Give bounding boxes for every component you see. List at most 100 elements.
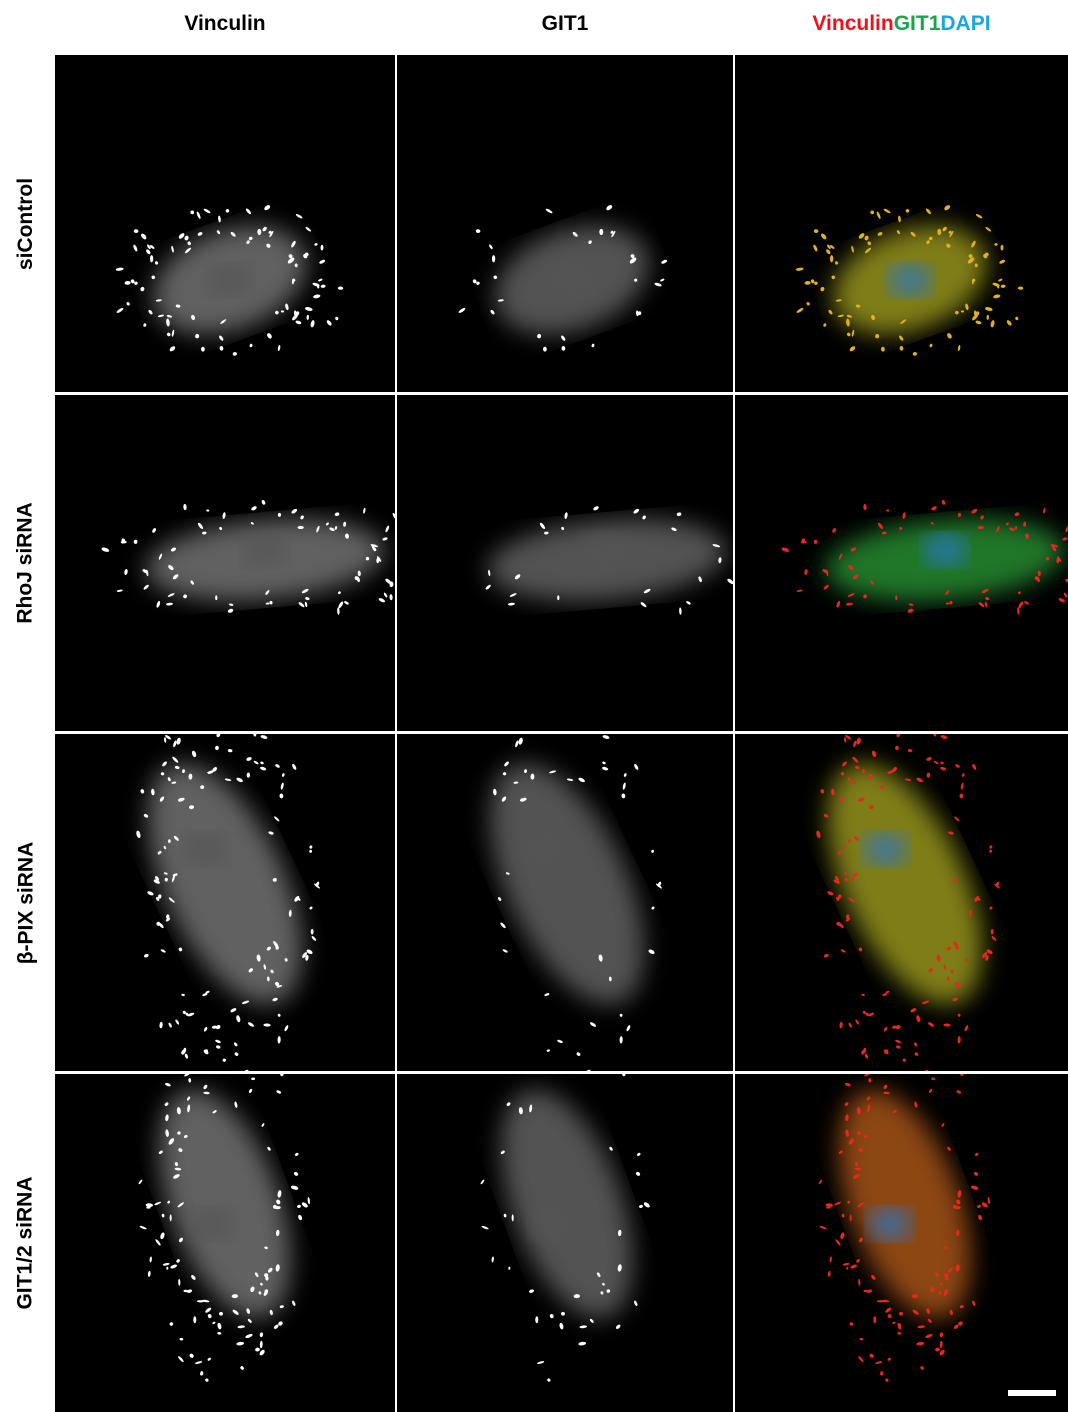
adhesion: [561, 345, 566, 351]
adhesion: [188, 1078, 192, 1083]
adhesion: [849, 1322, 854, 1326]
adhesion: [996, 284, 1000, 289]
adhesion: [851, 329, 855, 337]
adhesion: [822, 569, 828, 574]
adhesion: [1043, 507, 1046, 514]
adhesion: [187, 1104, 191, 1113]
adhesion: [481, 1225, 489, 1230]
adhesion: [828, 309, 833, 315]
adhesion: [165, 1114, 169, 1122]
adhesion: [946, 243, 951, 248]
adhesion: [184, 1074, 192, 1077]
adhesion: [861, 993, 865, 997]
cell-body: [147, 763, 303, 1005]
adhesion: [959, 1305, 964, 1309]
adhesion: [844, 1102, 849, 1106]
adhesion: [264, 205, 271, 211]
adhesion: [907, 749, 913, 753]
adhesion: [160, 949, 166, 953]
adhesion: [698, 576, 702, 583]
adhesion: [272, 997, 278, 1002]
adhesion: [544, 531, 549, 535]
adhesion: [277, 1190, 282, 1198]
adhesion: [977, 525, 984, 530]
adhesion: [335, 316, 339, 321]
adhesion: [845, 1129, 849, 1137]
adhesion: [804, 281, 811, 285]
adhesion: [164, 737, 167, 743]
adhesion: [276, 1199, 281, 1205]
adhesion: [301, 1202, 308, 1208]
adhesion: [998, 278, 1003, 282]
adhesion: [215, 1025, 221, 1030]
adhesion: [949, 230, 954, 238]
adhesion: [178, 947, 183, 952]
adhesion: [892, 1110, 897, 1114]
adhesion: [164, 877, 168, 882]
adhesion: [850, 547, 857, 552]
adhesion: [291, 508, 298, 514]
adhesion: [856, 1107, 861, 1115]
adhesion: [201, 346, 205, 352]
adhesion: [916, 1341, 925, 1346]
adhesion: [938, 1291, 942, 1295]
adhesion: [500, 1150, 505, 1155]
adhesion: [285, 303, 289, 311]
adhesion: [207, 1357, 211, 1361]
adhesion: [967, 257, 975, 264]
merge-channel: GIT1: [893, 12, 941, 35]
adhesion: [1017, 607, 1020, 615]
adhesion: [956, 984, 963, 988]
adhesion: [593, 506, 599, 511]
adhesion: [885, 1307, 892, 1313]
adhesion: [916, 777, 923, 783]
adhesion: [796, 589, 803, 592]
adhesion: [835, 1239, 841, 1246]
adhesion: [295, 214, 303, 219]
adhesion: [1065, 525, 1068, 533]
adhesion: [578, 1341, 587, 1346]
adhesion: [943, 964, 947, 970]
adhesion: [957, 512, 962, 517]
adhesion: [839, 796, 845, 802]
adhesion: [863, 594, 867, 599]
adhesion: [679, 607, 682, 615]
adhesion: [1017, 286, 1024, 290]
adhesion: [853, 1174, 860, 1179]
adhesion: [310, 928, 314, 935]
adhesion: [823, 953, 829, 958]
merge-header: VinculinGIT1DAPI: [735, 8, 1068, 40]
adhesion: [191, 314, 196, 321]
adhesion: [509, 593, 517, 597]
adhesion: [957, 344, 961, 352]
adhesion: [277, 1013, 281, 1017]
adhesion: [497, 299, 504, 302]
adhesion: [862, 1010, 866, 1015]
adhesion: [508, 1266, 511, 1270]
adhesion: [851, 781, 857, 784]
adhesion: [823, 323, 827, 327]
adhesion: [831, 275, 836, 280]
adhesion: [513, 781, 519, 784]
adhesion: [978, 1214, 983, 1221]
adhesion: [183, 1289, 189, 1293]
adhesion: [290, 1185, 299, 1190]
adhesion: [821, 233, 827, 240]
adhesion: [511, 1214, 514, 1222]
adhesion: [166, 602, 173, 606]
adhesion: [288, 254, 293, 259]
adhesion: [256, 954, 261, 962]
micrograph-image: [480, 1074, 650, 1382]
adhesion: [945, 602, 950, 605]
adhesion: [172, 756, 179, 763]
adhesion: [907, 608, 914, 613]
adhesion: [153, 879, 160, 884]
adhesion: [867, 241, 871, 246]
adhesion: [173, 835, 179, 841]
adhesion: [273, 1324, 279, 1329]
adhesion: [294, 263, 298, 268]
row-label: RhoJ siRNA: [0, 395, 52, 731]
adhesion: [188, 805, 195, 810]
adhesion: [539, 522, 546, 530]
adhesion: [183, 594, 187, 599]
